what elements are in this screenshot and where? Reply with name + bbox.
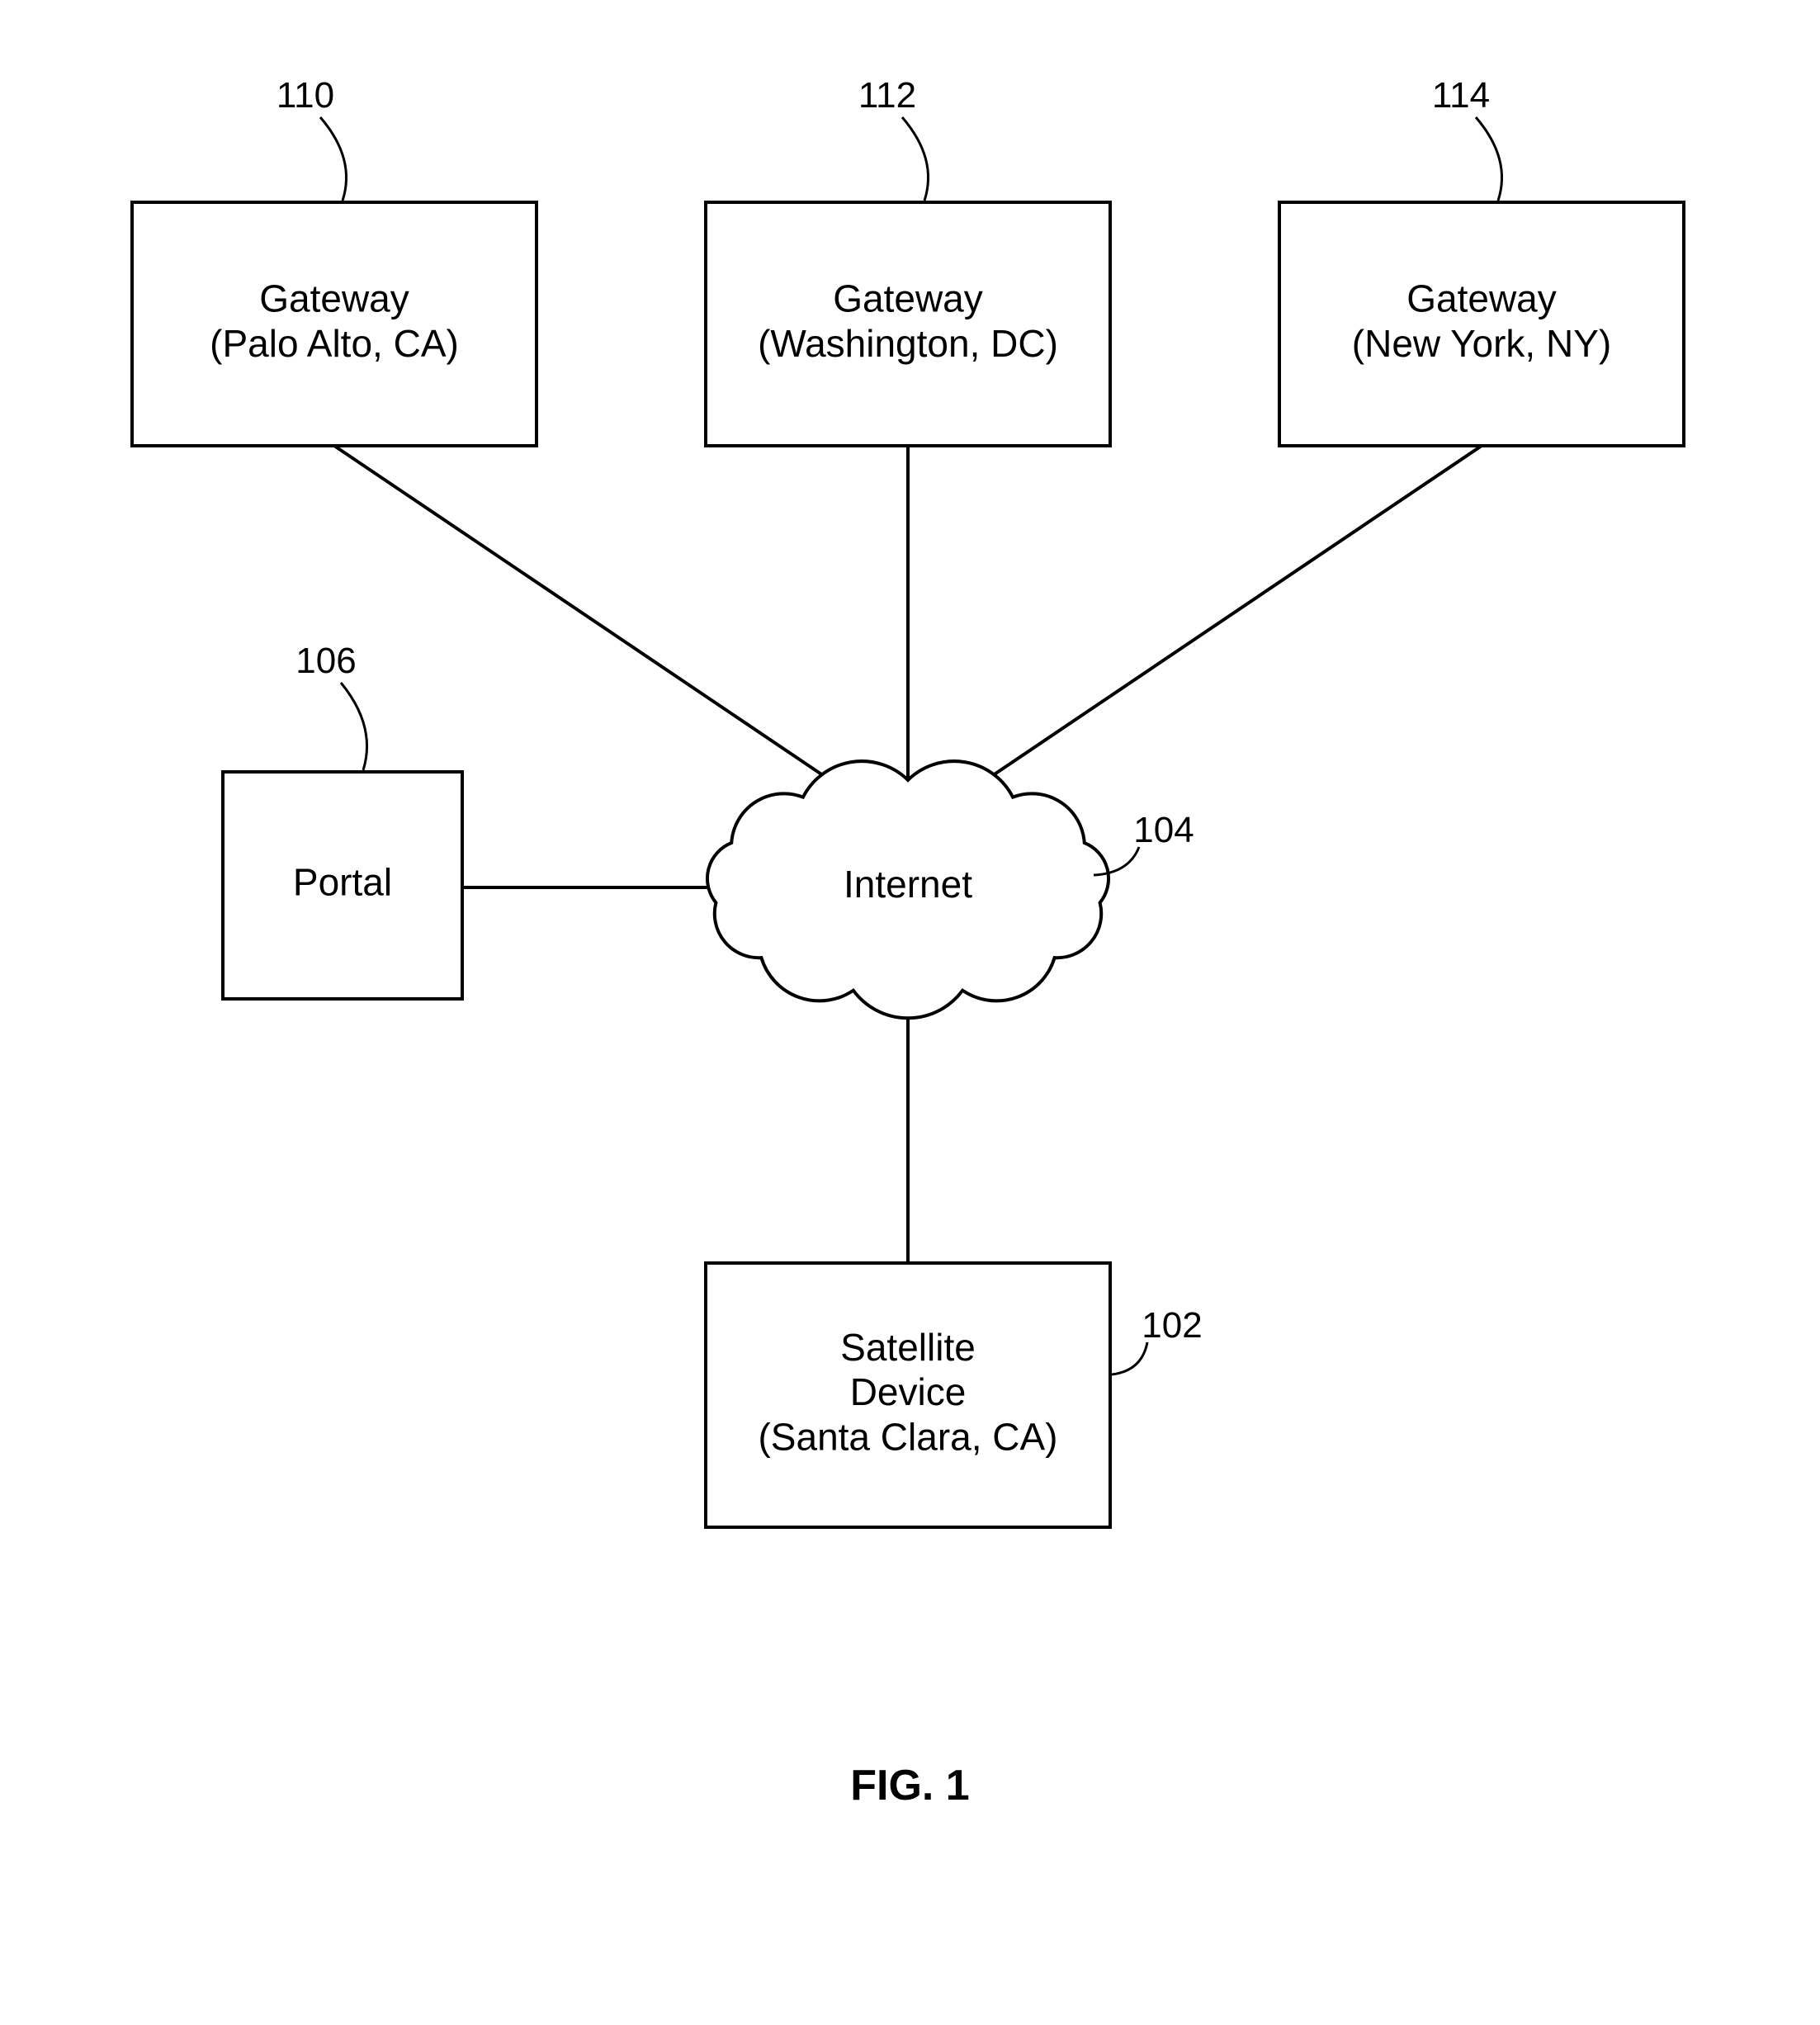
ref-leader-gateway-ny [1476,117,1502,201]
node-internet-label-0: Internet [844,863,972,906]
ref-gateway-dc: 112 [858,75,916,116]
ref-gateway-ny: 114 [1432,75,1490,116]
node-gateway-pa-label-0: Gateway [259,277,409,320]
node-satellite-label-2: (Santa Clara, CA) [758,1415,1057,1458]
node-satellite-label-0: Satellite [840,1326,976,1369]
ref-leader-gateway-pa [320,117,347,201]
node-gateway-dc: Gateway(Washington, DC) 112 [706,75,1110,446]
edge-gateway-ny-internet [970,446,1482,791]
node-satellite: SatelliteDevice(Santa Clara, CA) 102 [706,1263,1203,1527]
node-gateway-pa: Gateway(Palo Alto, CA) 110 [132,75,537,446]
node-portal-label-0: Portal [293,861,392,904]
node-gateway-dc-label-1: (Washington, DC) [758,322,1058,365]
ref-leader-portal [341,683,367,770]
node-gateway-pa-label-1: (Palo Alto, CA) [210,322,459,365]
node-satellite-label-1: Device [850,1370,967,1413]
node-gateway-ny-label-0: Gateway [1406,277,1557,320]
ref-leader-satellite [1112,1342,1147,1374]
figure-caption: FIG. 1 [850,1762,969,1810]
ref-satellite: 102 [1142,1305,1202,1346]
node-gateway-ny: Gateway(New York, NY) 114 [1279,75,1684,446]
node-internet: Internet 104 [707,761,1194,1018]
ref-portal: 106 [295,641,356,681]
ref-gateway-pa: 110 [277,75,334,116]
ref-leader-gateway-dc [902,117,929,201]
nodes-layer: Gateway(Palo Alto, CA)110Gateway(Washing… [132,75,1684,1527]
ref-internet: 104 [1133,810,1194,850]
node-portal: Portal 106 [223,641,462,999]
node-gateway-ny-label-1: (New York, NY) [1352,322,1611,365]
edge-gateway-pa-internet [334,446,846,791]
node-gateway-dc-label-0: Gateway [833,277,983,320]
